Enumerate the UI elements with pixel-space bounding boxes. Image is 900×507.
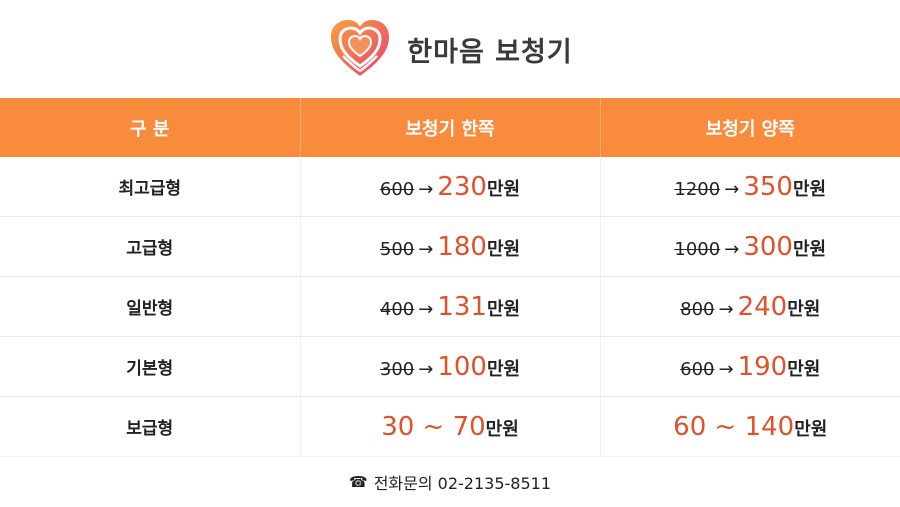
heart-logo-icon — [331, 20, 390, 76]
pair-price-cell: 600 → 190만원 — [600, 336, 900, 397]
old-price: 400 — [379, 298, 415, 320]
header-pair: 보청기 양쪽 — [600, 98, 900, 157]
arrow: → — [718, 358, 734, 380]
old-price: 1000 — [674, 238, 721, 260]
arrow: → — [418, 298, 434, 320]
price-unit: 만원 — [792, 238, 827, 260]
old-price: 600 — [379, 178, 415, 200]
price-unit: 만원 — [794, 418, 828, 440]
new-price: 180 — [437, 231, 487, 262]
price-unit: 만원 — [792, 178, 827, 200]
arrow: → — [724, 238, 740, 260]
phone-icon: ☎ — [349, 473, 368, 491]
single-price-cell: 600 → 230만원 — [300, 157, 601, 217]
header-single: 보청기 한쪽 — [300, 98, 601, 157]
new-price: 190 — [737, 351, 788, 382]
new-price: 300 — [743, 231, 793, 262]
old-price: 1200 — [674, 178, 721, 200]
row-grade: 보급형 — [0, 396, 301, 457]
new-price: 230 — [437, 171, 487, 202]
price-unit: 만원 — [486, 178, 521, 200]
new-price: 131 — [437, 291, 487, 322]
header-category: 구 분 — [0, 98, 301, 157]
price-range: 30 ~ 70 — [381, 411, 486, 442]
pair-price-cell: 1000 → 300만원 — [600, 216, 900, 277]
price-range: 60 ~ 140 — [673, 411, 795, 442]
new-price: 350 — [743, 171, 793, 202]
arrow: → — [724, 178, 740, 200]
price-table: 구 분 보청기 한쪽 보청기 양쪽 최고급형 600 → 230만원 1200 → 35… — [0, 98, 900, 457]
single-price-cell: 500 → 180만원 — [300, 216, 601, 277]
contact-text[interactable]: 전화문의 02-2135-8511 — [373, 474, 551, 493]
arrow: → — [418, 238, 434, 260]
pair-price-cell: 800 → 240만원 — [600, 276, 900, 337]
single-price-cell: 300 → 100만원 — [300, 336, 601, 397]
table-row: 일반형 400 → 131만원 800 → 240만원 — [0, 276, 900, 337]
table-row: 고급형 500 → 180만원 1000 → 300만원 — [0, 216, 900, 277]
brand-header: 한마음 보청기 — [0, 0, 900, 98]
old-price: 300 — [379, 358, 415, 380]
contact-footer: ☎ 전화문의 02-2135-8511 — [0, 457, 900, 507]
row-grade: 기본형 — [0, 336, 301, 397]
new-price: 100 — [437, 351, 487, 382]
brand-name: 한마음 보청기 — [407, 36, 573, 68]
old-price: 500 — [379, 238, 415, 260]
table-row: 기본형 300 → 100만원 600 → 190만원 — [0, 336, 900, 397]
pair-price-cell: 60 ~ 140만원 — [600, 396, 900, 457]
arrow: → — [418, 358, 434, 380]
table-row: 보급형 30 ~ 70만원 60 ~ 140만원 — [0, 396, 900, 457]
old-price: 800 — [680, 298, 715, 320]
new-price: 240 — [737, 291, 788, 322]
arrow: → — [418, 178, 434, 200]
table-header-row: 구 분 보청기 한쪽 보청기 양쪽 — [0, 98, 900, 157]
price-unit: 만원 — [485, 418, 519, 440]
price-unit: 만원 — [787, 298, 821, 320]
arrow: → — [718, 298, 734, 320]
price-unit: 만원 — [486, 238, 521, 260]
row-grade: 최고급형 — [0, 157, 301, 217]
pair-price-cell: 1200 → 350만원 — [600, 157, 900, 217]
price-unit: 만원 — [486, 358, 521, 380]
row-grade: 고급형 — [0, 216, 301, 277]
price-unit: 만원 — [486, 298, 521, 320]
single-price-cell: 30 ~ 70만원 — [300, 396, 601, 457]
old-price: 600 — [680, 358, 715, 380]
single-price-cell: 400 → 131만원 — [300, 276, 601, 337]
row-grade: 일반형 — [0, 276, 301, 337]
price-unit: 만원 — [787, 358, 821, 380]
table-row: 최고급형 600 → 230만원 1200 → 350만원 — [0, 157, 900, 217]
